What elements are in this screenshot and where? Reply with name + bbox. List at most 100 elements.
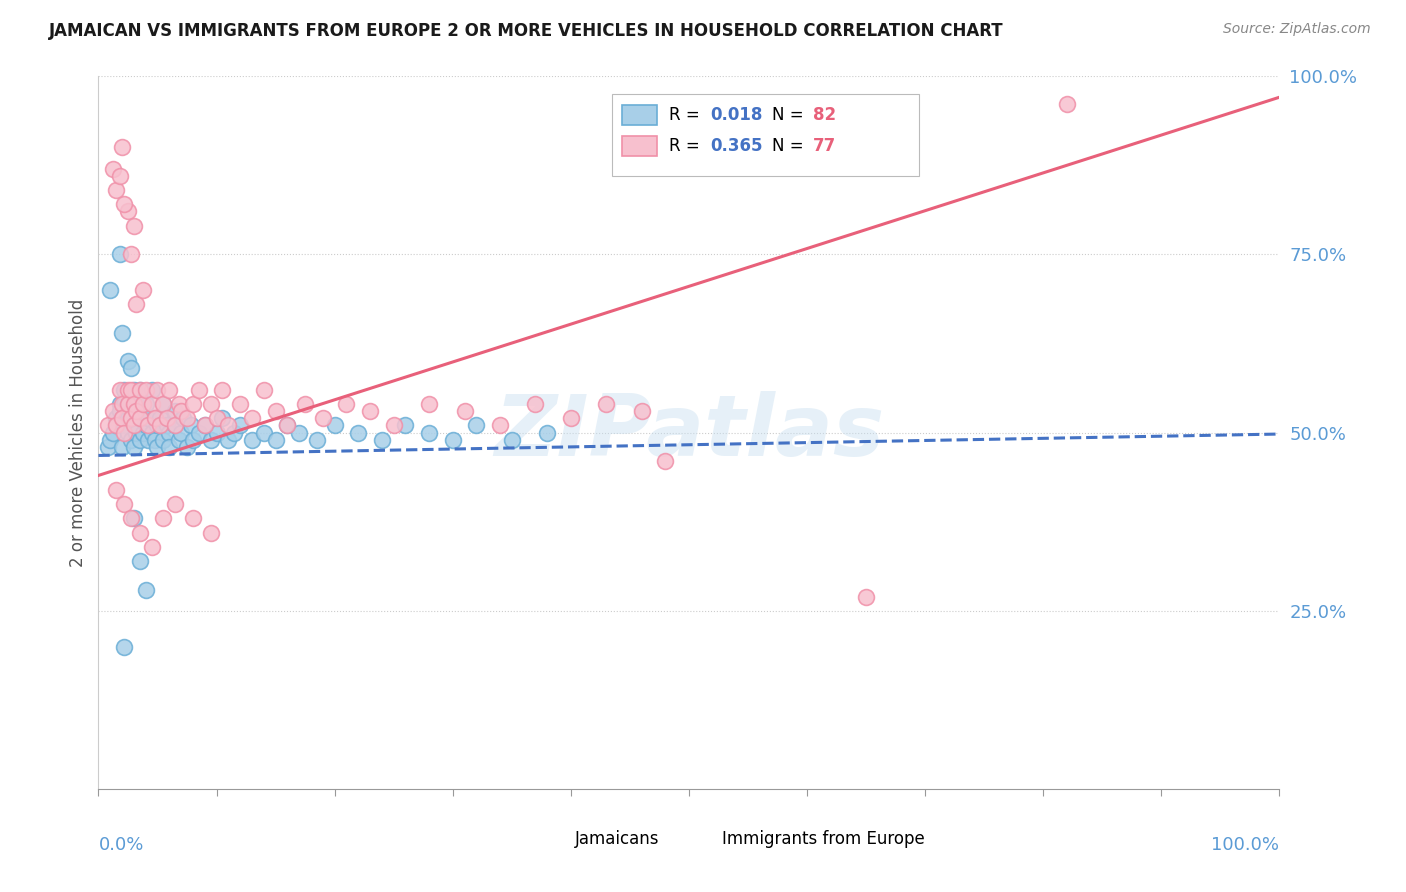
Point: [194, 418, 217, 433]
Point: [200, 433, 222, 447]
Point: [146, 440, 169, 454]
Point: [108, 169, 131, 183]
Point: [128, 411, 150, 425]
Point: [141, 397, 163, 411]
Point: [122, 440, 145, 454]
Point: [122, 219, 145, 233]
Point: [117, 354, 139, 368]
Point: [394, 418, 416, 433]
Point: [595, 397, 617, 411]
Point: [170, 404, 193, 418]
Point: [117, 204, 139, 219]
Point: [112, 418, 135, 433]
Point: [654, 454, 676, 468]
Point: [121, 247, 143, 261]
Point: [112, 197, 135, 211]
Point: [143, 411, 166, 425]
Point: [305, 433, 328, 447]
Point: [101, 404, 124, 418]
Text: Jamaicans: Jamaicans: [575, 830, 659, 848]
Point: [117, 397, 139, 411]
Point: [217, 418, 239, 433]
Point: [122, 418, 145, 433]
Point: [453, 404, 475, 418]
Point: [149, 411, 172, 425]
Point: [128, 383, 150, 397]
Point: [149, 418, 172, 433]
Text: 100.0%: 100.0%: [1212, 836, 1279, 854]
Point: [117, 397, 139, 411]
Point: [240, 411, 263, 425]
Point: [152, 397, 174, 411]
Point: [121, 361, 143, 376]
Point: [276, 418, 298, 433]
Text: 82: 82: [813, 106, 837, 124]
Text: Source: ZipAtlas.com: Source: ZipAtlas.com: [1223, 22, 1371, 37]
Point: [121, 511, 143, 525]
Point: [97, 418, 120, 433]
Point: [111, 440, 134, 454]
Point: [501, 433, 523, 447]
Bar: [541, 834, 567, 849]
Point: [211, 383, 233, 397]
Point: [125, 404, 148, 418]
Point: [229, 418, 252, 433]
Point: [441, 433, 464, 447]
Point: [217, 433, 239, 447]
Point: [135, 383, 157, 397]
Point: [111, 411, 134, 425]
Point: [152, 433, 174, 447]
Point: [181, 397, 204, 411]
Point: [156, 411, 179, 425]
Text: Immigrants from Europe: Immigrants from Europe: [723, 830, 925, 848]
Point: [108, 247, 131, 261]
Point: [112, 425, 135, 440]
Point: [181, 511, 204, 525]
Point: [108, 397, 131, 411]
Point: [136, 418, 159, 433]
Point: [264, 404, 287, 418]
Point: [121, 383, 143, 397]
Point: [240, 433, 263, 447]
Point: [117, 411, 139, 425]
Point: [128, 433, 150, 447]
Point: [165, 497, 187, 511]
Text: R =: R =: [669, 106, 704, 124]
Point: [98, 283, 121, 297]
Point: [122, 511, 145, 525]
Point: [105, 411, 128, 425]
Point: [125, 297, 148, 311]
Point: [117, 425, 139, 440]
Point: [108, 404, 131, 418]
Point: [418, 425, 440, 440]
Point: [855, 590, 877, 604]
Point: [205, 411, 228, 425]
Point: [111, 326, 134, 340]
Point: [152, 397, 174, 411]
Point: [112, 383, 135, 397]
Point: [141, 425, 163, 440]
Point: [122, 397, 145, 411]
Point: [172, 411, 194, 425]
Point: [105, 418, 128, 433]
Point: [200, 525, 222, 540]
Point: [156, 418, 179, 433]
Point: [165, 404, 187, 418]
Point: [105, 418, 128, 433]
Point: [264, 433, 287, 447]
Point: [111, 397, 134, 411]
Point: [176, 411, 198, 425]
Point: [157, 383, 180, 397]
Point: [359, 404, 381, 418]
Point: [560, 411, 582, 425]
Text: R =: R =: [669, 137, 704, 155]
Bar: [621, 136, 657, 156]
Point: [101, 161, 124, 176]
Point: [141, 383, 163, 397]
Point: [121, 404, 143, 418]
Point: [347, 425, 370, 440]
Point: [108, 383, 131, 397]
Point: [146, 418, 169, 433]
Point: [165, 418, 187, 433]
Text: ZIPatlas: ZIPatlas: [494, 391, 884, 475]
